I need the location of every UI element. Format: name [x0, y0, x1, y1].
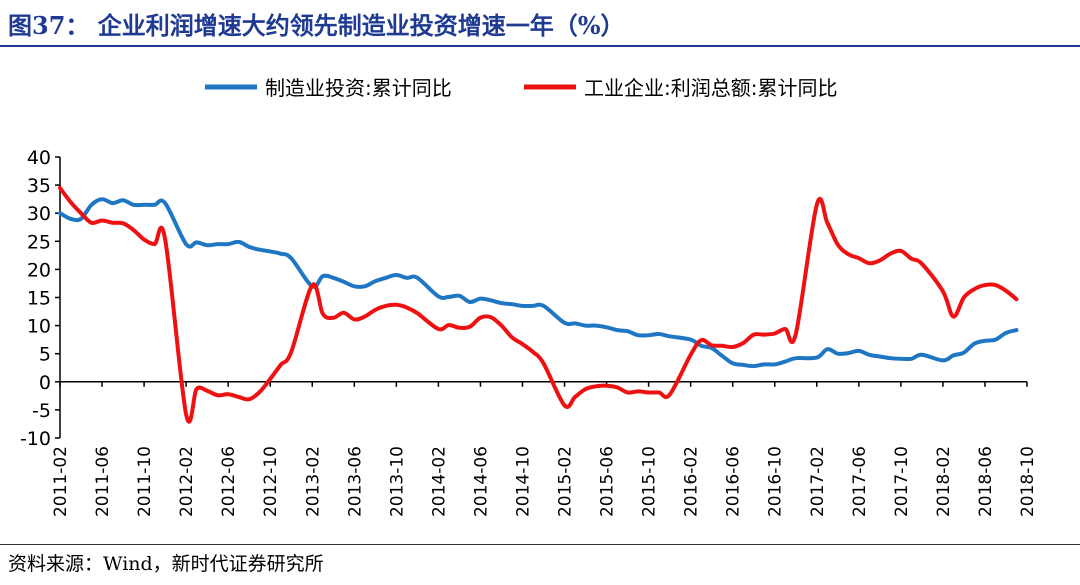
line-chart: 制造业投资:累计同比 工业企业:利润总额:累计同比 -10 -5 0 5 10 15 20 2…: [20, 76, 1038, 517]
x-tick-label: 2018-06: [976, 446, 996, 517]
y-tick-label: 25: [27, 231, 51, 253]
legend-label-profit: 工业企业:利润总额:累计同比: [584, 76, 837, 100]
y-tick-label: 20: [27, 259, 51, 281]
x-tick-label: 2016-06: [724, 446, 744, 517]
y-tick-label: 35: [27, 175, 51, 197]
figure-title: 图37： 企业利润增速大约领先制造业投资增速一年（%）: [8, 11, 625, 40]
y-tick-label: 15: [27, 288, 51, 310]
x-tick-label: 2015-10: [640, 446, 660, 517]
chart-container: 制造业投资:累计同比 工业企业:利润总额:累计同比 -10 -5 0 5 10 15 20 2…: [0, 50, 1080, 545]
series-line-manufacturing: [58, 197, 1019, 369]
x-tick-label: 2013-10: [387, 446, 407, 517]
x-tick-label: 2015-02: [556, 446, 576, 517]
x-tick-label: 2014-02: [429, 446, 449, 517]
axes: -10 -5 0 5 10 15 20 25 30 35 40 2011-02 2011-06 2011-…: [20, 147, 1038, 517]
y-tick-label: 10: [27, 316, 51, 338]
y-tick-label: 5: [39, 344, 51, 366]
x-tick-label: 2012-02: [177, 446, 197, 517]
y-tick-label: 0: [39, 372, 51, 394]
series-line-profit: [58, 185, 1019, 424]
x-tick-label: 2014-06: [471, 446, 491, 517]
x-tick-label: 2016-10: [766, 446, 786, 517]
x-tick-label: 2011-06: [93, 446, 113, 517]
source-note: 资料来源：Wind，新时代证券研究所: [8, 553, 324, 575]
x-tick-label: 2011-02: [51, 446, 71, 517]
legend-label-manufacturing: 制造业投资:累计同比: [265, 76, 452, 100]
x-tick-label: 2013-06: [345, 446, 365, 517]
y-tick-label: 40: [27, 147, 51, 169]
x-tick-label: 2011-10: [135, 446, 155, 517]
title-divider: [0, 45, 1080, 47]
y-tick-label: 30: [27, 203, 51, 225]
x-tick-label: 2017-10: [892, 446, 912, 517]
x-tick-label: 2017-02: [808, 446, 828, 517]
source-divider: [0, 544, 1080, 545]
x-tick-label: 2015-06: [598, 446, 618, 517]
x-tick-label: 2012-10: [261, 446, 281, 517]
x-tick-label: 2017-06: [850, 446, 870, 517]
y-tick-label: -5: [32, 400, 51, 422]
legend: 制造业投资:累计同比 工业企业:利润总额:累计同比: [205, 76, 837, 100]
x-tick-label: 2012-06: [219, 446, 239, 517]
y-tick-label: -10: [20, 428, 51, 450]
x-tick-label: 2018-10: [1018, 446, 1038, 517]
x-tick-label: 2016-02: [682, 446, 702, 517]
x-tick-label: 2013-02: [303, 446, 323, 517]
series-lines: [58, 185, 1019, 424]
x-tick-label: 2018-02: [934, 446, 954, 517]
x-tick-label: 2014-10: [513, 446, 533, 517]
